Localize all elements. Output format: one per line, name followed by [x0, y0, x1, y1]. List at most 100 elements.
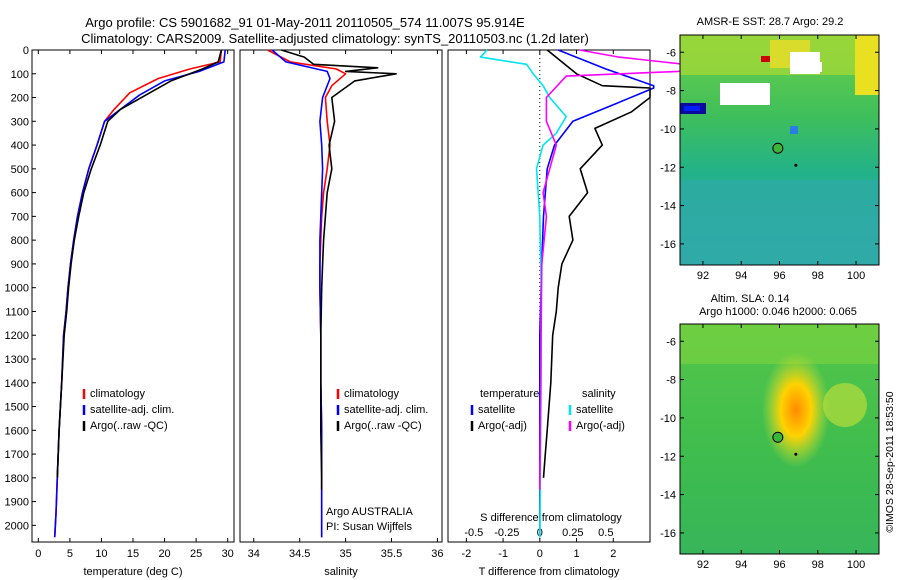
argo-float-marker-2	[772, 431, 784, 443]
sla-high-band	[680, 324, 879, 364]
map-xtick-label: 94	[735, 270, 747, 282]
salinity-frame	[239, 49, 443, 543]
plot-salinity: 34 34.5 35 35.5 36 salinity climatology satelli…	[239, 49, 444, 578]
sst-missing-data-3	[810, 62, 822, 72]
sla-map-title-1: Altim. SLA: 0.14	[711, 293, 790, 305]
map-xtick-label: 96	[773, 559, 785, 571]
plot-temperature: 0 5 10 15 20 25 300100200300400500600700800900…	[5, 45, 235, 578]
salinity-xtick-label: 34	[248, 548, 260, 560]
argo-track-dot-2	[794, 452, 798, 456]
difference-s-label: S difference from climatology	[480, 512, 622, 524]
map-ytick-label: -10	[660, 124, 676, 136]
difference-legend-label: satellite	[576, 404, 613, 416]
sst-map: AMSR-E SST: 28.7 Argo: 29.2 92 94 96 98 100 -…	[660, 16, 880, 282]
sst-map-axes: 92 94 96 98 100 -6 -8 -10 -12 -14 -16	[660, 35, 879, 282]
map-ytick-label: -14	[660, 490, 676, 502]
map-xtick-label: 92	[697, 270, 709, 282]
map-xtick-label: 100	[847, 270, 865, 282]
title-line-2: Climatology: CARS2009. Satellite-adjuste…	[81, 31, 589, 46]
difference-xtick-label: -2	[461, 548, 471, 560]
sla-map-title-2: Argo h1000: 0.046 h2000: 0.065	[699, 306, 857, 318]
temperature-xlabel: temperature (deg C)	[83, 566, 182, 578]
sst-hot-pixel	[761, 56, 770, 62]
sst-cool-south	[680, 180, 879, 265]
temperature-ytick-label: 0	[23, 45, 29, 57]
salinity-legend-label: climatology	[344, 388, 400, 400]
map-ytick-label: -12	[660, 162, 676, 174]
temperature-legend-label: Argo(..raw -QC)	[90, 420, 168, 432]
difference-s-tick-label: -0.5	[464, 527, 483, 539]
difference-legend-label: Argo(-adj)	[576, 420, 625, 432]
map-xtick-label: 100	[847, 559, 865, 571]
temperature-frame	[31, 49, 235, 543]
sla-anomaly-high	[762, 352, 830, 468]
sla-map: Altim. SLA: 0.14 Argo h1000: 0.046 h2000…	[660, 293, 880, 571]
salinity-annotation-1: Argo AUSTRALIA	[326, 506, 413, 518]
temperature-series-2	[56, 49, 223, 478]
temperature-ytick-label: 600	[11, 188, 29, 200]
difference-legend-label: Argo(-adj)	[478, 420, 527, 432]
difference-xtick-label: -1	[498, 548, 508, 560]
map-xtick-label: 98	[812, 270, 824, 282]
map-xtick-label: 92	[697, 559, 709, 571]
temperature-ytick-label: 1900	[5, 497, 29, 509]
temperature-ytick-label: 500	[11, 164, 29, 176]
temperature-ytick-label: 1000	[5, 283, 29, 295]
map-xtick-label: 96	[773, 270, 785, 282]
sst-cold-pixel-3	[790, 126, 798, 134]
map-ytick-label: -14	[660, 201, 676, 213]
temperature-ytick-label: 2000	[5, 520, 29, 532]
temperature-legend-label: climatology	[90, 388, 146, 400]
difference-legend-header-t: temperature	[480, 388, 539, 400]
salinity-xtick-label: 36	[431, 548, 443, 560]
salinity-xlabel: salinity	[324, 566, 358, 578]
map-ytick-label: -16	[660, 239, 676, 251]
temperature-ytick-label: 200	[11, 93, 29, 105]
difference-xtick-label: 0	[537, 548, 543, 560]
sst-cold-pixels-2	[684, 106, 700, 111]
sla-map-axes: 92 94 96 98 100 -6 -8 -10 -12 -14 -16	[660, 324, 879, 571]
sst-warm-patch	[855, 35, 879, 95]
temperature-xtick-label: 30	[222, 548, 234, 560]
map-ytick-label: -12	[660, 451, 676, 463]
difference-legend-header-s: salinity	[582, 388, 616, 400]
temperature-xtick-label: 10	[95, 548, 107, 560]
map-ytick-label: -8	[666, 86, 676, 98]
temperature-xtick-label: 20	[158, 548, 170, 560]
difference-xlabel: T difference from climatology	[479, 566, 620, 578]
argo-float-marker	[772, 142, 784, 154]
temperature-ytick-label: 700	[11, 211, 29, 223]
difference-series-1	[542, 49, 651, 478]
temperature-ytick-label: 1100	[5, 306, 29, 318]
difference-s-tick-label: 0.25	[562, 527, 583, 539]
temperature-ytick-label: 1300	[5, 354, 29, 366]
salinity-legend-label: Argo(..raw -QC)	[344, 420, 422, 432]
temperature-ytick-label: 100	[11, 69, 29, 81]
sst-missing-data	[720, 83, 770, 105]
temperature-ytick-label: 300	[11, 116, 29, 128]
map-xtick-label: 98	[812, 559, 824, 571]
temperature-ytick-label: 900	[11, 259, 29, 271]
salinity-xtick-label: 35	[339, 548, 351, 560]
title-line-1: Argo profile: CS 5901682_91 01-May-2011 …	[85, 15, 525, 30]
argo-track-dot	[794, 163, 798, 167]
temperature-ytick-label: 800	[11, 235, 29, 247]
temperature-ytick-label: 400	[11, 140, 29, 152]
difference-s-tick-label: 0.5	[598, 527, 613, 539]
difference-xtick-label: 2	[610, 548, 616, 560]
map-xtick-label: 94	[735, 559, 747, 571]
difference-s-tick-label: -0.25	[494, 527, 519, 539]
salinity-xtick-label: 35.5	[381, 548, 402, 560]
map-ytick-label: -16	[660, 528, 676, 540]
salinity-series-2	[281, 49, 397, 490]
difference-frame	[447, 49, 651, 543]
temperature-xtick-label: 5	[67, 548, 73, 560]
profile-plots: 0 5 10 15 20 25 300100200300400500600700800900…	[5, 45, 706, 578]
map-ytick-label: -6	[666, 336, 676, 348]
temperature-ytick-label: 1600	[5, 425, 29, 437]
salinity-annotation-2: PI: Susan Wijffels	[326, 521, 412, 533]
map-ytick-label: -10	[660, 413, 676, 425]
temperature-ytick-label: 1500	[5, 402, 29, 414]
